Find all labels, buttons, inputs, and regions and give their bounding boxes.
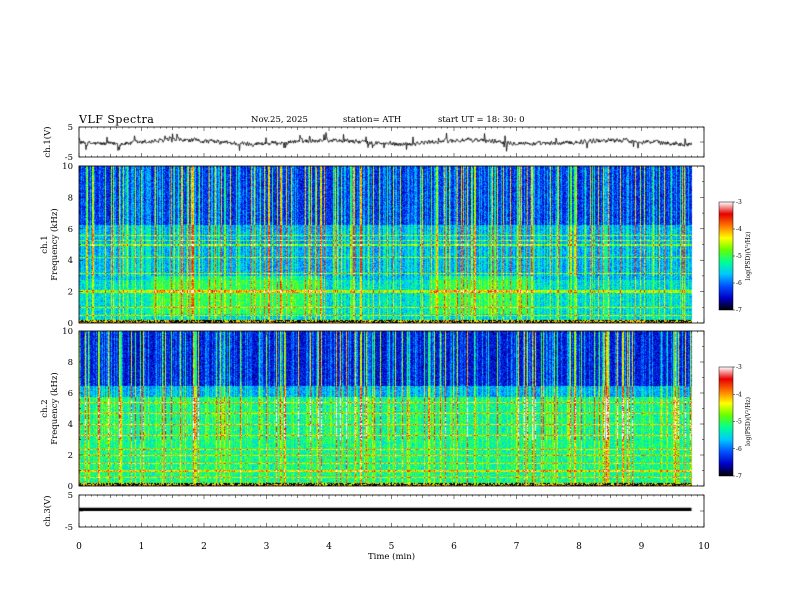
ch1-spectrogram-ytick-label: 4 bbox=[68, 256, 73, 266]
ch1-waveform-ytick-label: -5 bbox=[65, 153, 73, 163]
start-ut-label: start UT = 18: 30: 0 bbox=[438, 115, 525, 125]
ch3-waveform-ytick-label: 5 bbox=[68, 491, 73, 501]
time-tick-label: 2 bbox=[201, 542, 207, 552]
ch2-spectrogram-colorbar-tick-label: -4 bbox=[736, 391, 742, 398]
ch2-spectrogram-ytick-label: 0 bbox=[68, 482, 73, 492]
ch2-spectrogram-colorbar-tick-label: -7 bbox=[736, 473, 742, 480]
ch2-spectrogram-ytick-label: 10 bbox=[62, 327, 73, 337]
ch2-spectrogram-ytick-label: 4 bbox=[68, 420, 73, 430]
figure-title: VLF Spectra bbox=[79, 113, 155, 126]
ch1-spectrogram-colorbar bbox=[718, 201, 734, 311]
ch1-spectrogram-ytick-label: 10 bbox=[62, 162, 73, 172]
ch1-spectrogram-ytick-label: 6 bbox=[68, 225, 73, 235]
time-tick-label: 8 bbox=[576, 542, 582, 552]
time-tick-label: 0 bbox=[76, 542, 82, 552]
ch2-spectrogram-frame bbox=[78, 330, 705, 487]
ch1-spectrogram-ytick-label: 2 bbox=[68, 288, 73, 298]
ch2-spectrogram-ytick-label: 2 bbox=[68, 451, 73, 461]
time-axis-label: Time (min) bbox=[368, 551, 415, 562]
ch2-spectrogram-colorbar-tick-label: -3 bbox=[736, 364, 742, 371]
ch1-spectrogram-colorbar-label: log(PSD)(V²/Hz) bbox=[745, 232, 752, 281]
ch2-spectrogram-ylabel: Frequency (kHz) bbox=[49, 372, 60, 444]
time-tick-label: 3 bbox=[264, 542, 270, 552]
ch1-spectrogram-colorbar-tick-label: -4 bbox=[736, 226, 742, 233]
ch1-spectrogram-colorbar-tick-label: -6 bbox=[736, 280, 742, 287]
ch3-waveform-ylabel: ch.3(V) bbox=[42, 495, 53, 526]
time-tick-label: 10 bbox=[698, 542, 710, 552]
ch1-spectrogram-ylabel: Frequency (kHz) bbox=[49, 208, 60, 280]
ch1-spectrogram-colorbar-tick-label: -5 bbox=[736, 253, 742, 260]
ch2-spectrogram-colorbar-label: log(PSD)(V²/Hz) bbox=[745, 397, 752, 446]
ch1-spectrogram-ytick-label: 0 bbox=[68, 319, 73, 329]
ch1-waveform-ylabel: ch.1(V) bbox=[42, 126, 53, 157]
ch1-spectrogram-colorbar-tick-label: -3 bbox=[736, 199, 742, 206]
ch2-spectrogram-colorbar-tick-label: -5 bbox=[736, 419, 742, 426]
date-label: Nov.25, 2025 bbox=[251, 115, 308, 125]
ch1-waveform-frame bbox=[78, 126, 705, 158]
time-tick-label: 4 bbox=[326, 542, 332, 552]
ch1-spectrogram-channel-label: ch.1 bbox=[40, 235, 50, 253]
station-label: station= ATH bbox=[343, 115, 402, 125]
ch2-spectrogram-colorbar-tick-label: -6 bbox=[736, 446, 742, 453]
time-tick-label: 9 bbox=[639, 542, 645, 552]
ch1-spectrogram-ytick-label: 8 bbox=[68, 193, 73, 203]
ch2-spectrogram-colorbar bbox=[718, 366, 734, 477]
ch2-spectrogram-ytick-label: 8 bbox=[68, 358, 73, 368]
ch1-spectrogram-frame bbox=[78, 165, 705, 324]
time-tick-label: 1 bbox=[139, 542, 145, 552]
time-tick-label: 7 bbox=[514, 542, 520, 552]
time-tick-label: 5 bbox=[389, 542, 395, 552]
ch3-waveform-frame bbox=[78, 494, 705, 528]
ch2-spectrogram-ytick-label: 6 bbox=[68, 389, 73, 399]
time-tick-label: 6 bbox=[451, 542, 457, 552]
ch3-waveform-ytick-label: -5 bbox=[65, 523, 73, 533]
ch2-spectrogram-channel-label: ch.2 bbox=[40, 399, 50, 417]
ch1-spectrogram-colorbar-tick-label: -7 bbox=[736, 307, 742, 314]
ch1-waveform-ytick-label: 5 bbox=[68, 123, 73, 133]
